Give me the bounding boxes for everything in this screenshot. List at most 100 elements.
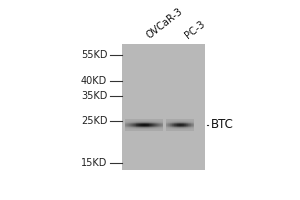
Bar — [160, 121, 162, 122]
Bar — [180, 126, 181, 127]
Bar — [145, 126, 146, 127]
Bar — [144, 123, 145, 124]
Bar — [131, 119, 132, 120]
Bar — [188, 128, 189, 129]
Bar — [129, 130, 130, 131]
Bar — [152, 122, 153, 123]
Bar — [140, 122, 141, 123]
Bar — [189, 124, 190, 125]
Bar — [193, 120, 194, 121]
Text: 40KD: 40KD — [81, 76, 107, 86]
Bar — [148, 126, 149, 127]
Bar — [169, 128, 170, 129]
Bar — [184, 125, 185, 126]
Bar — [156, 127, 157, 128]
Bar — [160, 123, 161, 124]
Bar — [168, 129, 169, 130]
Bar — [171, 119, 172, 120]
Bar — [158, 123, 159, 124]
Bar — [167, 119, 168, 120]
Bar — [152, 125, 153, 126]
Bar — [152, 122, 153, 123]
Bar — [143, 120, 144, 121]
Bar — [192, 125, 193, 126]
Bar — [188, 124, 189, 125]
Bar — [126, 126, 127, 127]
Bar — [126, 124, 127, 125]
Bar — [136, 120, 138, 121]
Bar — [127, 126, 128, 127]
Bar — [147, 120, 148, 121]
Bar — [159, 122, 160, 123]
Bar — [193, 122, 194, 123]
Bar — [162, 127, 163, 128]
Bar — [156, 119, 157, 120]
Bar — [138, 127, 140, 128]
Bar — [133, 119, 134, 120]
Bar — [152, 128, 153, 129]
Bar — [168, 120, 169, 121]
Bar — [182, 121, 183, 122]
Bar — [188, 119, 189, 120]
Bar — [174, 130, 175, 131]
Bar — [178, 121, 179, 122]
Bar — [167, 119, 168, 120]
Bar — [182, 124, 183, 125]
Bar — [157, 119, 158, 120]
Bar — [186, 128, 187, 129]
Bar — [140, 130, 141, 131]
Bar — [146, 119, 147, 120]
Bar — [188, 130, 189, 131]
Bar — [175, 127, 176, 128]
Bar — [167, 127, 168, 128]
Bar — [129, 126, 130, 127]
Bar — [186, 119, 187, 120]
Bar — [187, 128, 188, 129]
Bar — [144, 124, 145, 125]
Bar — [127, 130, 128, 131]
Bar — [186, 122, 187, 123]
Bar — [129, 126, 130, 127]
Bar — [150, 119, 152, 120]
Bar — [139, 129, 140, 130]
Bar — [153, 124, 154, 125]
Bar — [149, 119, 151, 120]
Bar — [139, 125, 140, 126]
Bar — [188, 130, 189, 131]
Bar — [169, 119, 170, 120]
Bar — [191, 125, 192, 126]
Bar — [132, 130, 133, 131]
Bar — [127, 121, 128, 122]
Bar — [169, 119, 170, 120]
Bar — [167, 119, 168, 120]
Bar — [142, 126, 143, 127]
Bar — [128, 121, 129, 122]
Bar — [158, 119, 159, 120]
Bar — [143, 127, 144, 128]
Bar — [152, 123, 153, 124]
Bar — [172, 125, 173, 126]
Bar — [140, 128, 141, 129]
Bar — [131, 122, 132, 123]
Bar — [158, 122, 159, 123]
Bar — [175, 121, 176, 122]
Bar — [168, 119, 169, 120]
Bar — [170, 128, 171, 129]
Bar — [152, 126, 153, 127]
Bar — [130, 119, 131, 120]
Bar — [186, 130, 187, 131]
Bar — [148, 125, 150, 126]
Bar — [160, 123, 162, 124]
Bar — [179, 126, 180, 127]
Bar — [138, 124, 140, 125]
Bar — [154, 126, 155, 127]
Bar — [154, 122, 155, 123]
Bar — [138, 121, 140, 122]
Bar — [162, 124, 163, 125]
Bar — [183, 123, 184, 124]
Bar — [169, 125, 170, 126]
Bar — [168, 124, 169, 125]
Bar — [127, 124, 128, 125]
Bar — [191, 127, 192, 128]
Bar — [178, 120, 179, 121]
